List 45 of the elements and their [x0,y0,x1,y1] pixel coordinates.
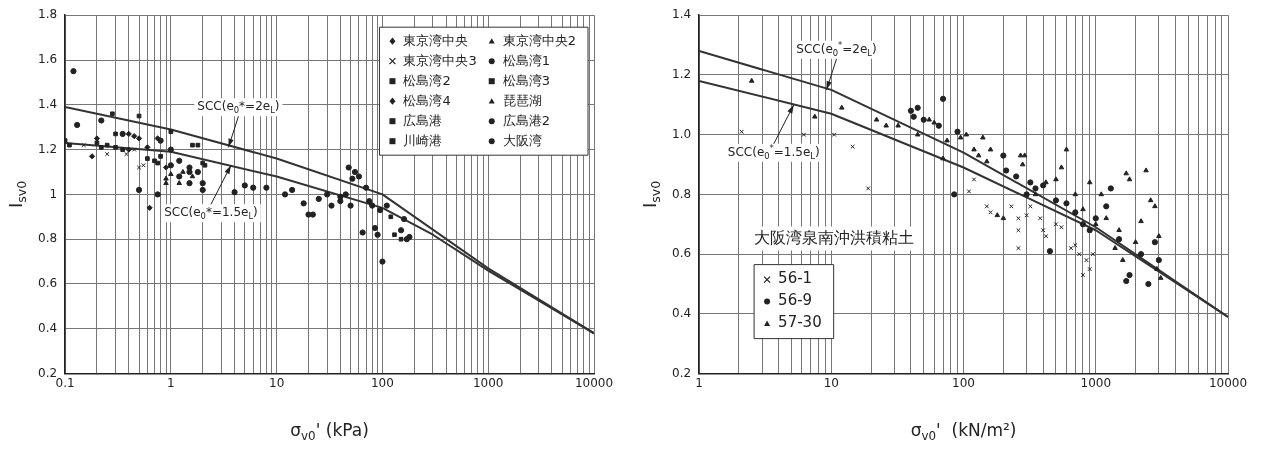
y-tick-label: 0.4 [671,305,692,320]
legend-label: 56-9 [778,291,813,310]
legend-label: 大阪湾 [502,132,542,148]
x-tick-label: 1 [167,375,175,390]
y-tick-label: 0.2 [37,365,58,380]
legend-label: 松島湾3 [502,72,551,88]
legend-label: 川崎港 [403,132,443,148]
legend-label: 56-1 [778,269,813,288]
x-tick-label: 1 [695,375,703,390]
y-tick-label: 0.6 [671,246,692,261]
legend-label: 東京湾中央 [403,32,469,48]
y-tick-label: 0.8 [37,231,58,246]
y-tick-label: 1.4 [671,7,692,22]
legend-label: 松島湾1 [502,52,551,68]
legend-label: 琵琶湖 [502,92,542,108]
legend-label: 東京湾中央2 [502,32,577,48]
legend-label: 松島湾2 [403,72,451,88]
legend-title: 大阪湾泉南沖洪積粘土 [754,227,915,247]
legend-label: 松島湾4 [403,92,451,108]
x-tick-label: 100 [952,375,975,390]
x-tick-label: 1000 [1080,375,1112,390]
x-tick-label: 10 [269,375,285,390]
y-axis-title: Isv0 [638,180,663,209]
x-tick-label: 1000 [472,375,504,390]
x-tick-label: 0.1 [55,375,75,390]
y-axis-title: Isv0 [4,180,29,209]
y-tick-label: 1 [49,186,58,201]
x-tick-label: 10 [823,375,839,390]
legend-label: 東京湾中央3 [403,52,477,68]
y-tick-label: 1.6 [37,52,58,67]
y-tick-label: 0.6 [37,276,58,291]
y-tick-label: 0.2 [671,365,692,380]
y-tick-label: 0.4 [37,320,58,335]
y-tick-label: 1.2 [671,67,692,82]
y-tick-label: 0.8 [671,186,692,201]
legend-label: 57-30 [778,313,822,332]
legend-label: 広島港2 [502,112,551,128]
y-tick-label: 1.4 [37,96,58,111]
y-tick-label: 1.8 [37,7,58,22]
x-tick-label: 100 [370,375,394,390]
x-tick-label: 10000 [1208,375,1248,390]
x-tick-label: 10000 [574,375,614,390]
y-tick-label: 1.2 [37,141,58,156]
legend-label: 広島港 [403,112,443,128]
y-tick-label: 1.0 [671,126,692,141]
